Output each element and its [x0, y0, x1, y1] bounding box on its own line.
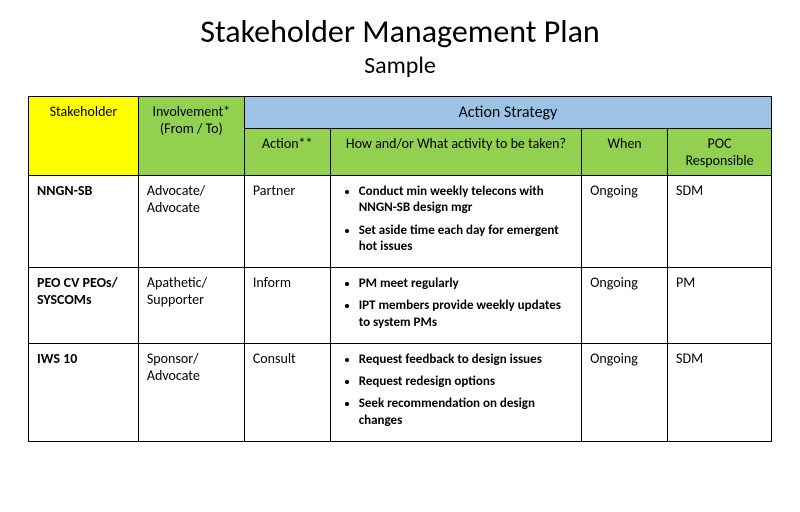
cell-when: Ongoing: [582, 176, 668, 268]
table-row: NNGN-SBAdvocate/ AdvocatePartner Conduct …: [29, 176, 772, 268]
cell-involvement: Apathetic/ Supporter: [138, 268, 244, 344]
table-row: PEO CV PEOs/ SYSCOMsApathetic/ Supporter…: [29, 268, 772, 344]
page-title: Stakeholder Management Plan: [28, 12, 772, 51]
activity-item: Request feedback to design issues: [359, 352, 573, 368]
cell-when: Ongoing: [582, 343, 668, 441]
cell-action: Inform: [244, 268, 330, 344]
activity-list: Request feedback to design issues Request…: [339, 352, 573, 429]
activity-item: Conduct min weekly telecons with NNGN-SB…: [359, 184, 573, 217]
activity-item: IPT members provide weekly updates to sy…: [359, 298, 573, 331]
cell-involvement: Advocate/ Advocate: [138, 176, 244, 268]
cell-poc: SDM: [668, 343, 772, 441]
header-how: How and/or What activity to be taken?: [330, 129, 581, 176]
cell-when: Ongoing: [582, 268, 668, 344]
header-stakeholder: Stakeholder: [29, 97, 139, 176]
table-row: IWS 10Sponsor/ AdvocateConsultRequest fe…: [29, 343, 772, 441]
table-body: NNGN-SBAdvocate/ AdvocatePartner Conduct …: [29, 176, 772, 442]
page-subtitle: Sample: [28, 51, 772, 80]
cell-how: Request feedback to design issues Request…: [330, 343, 581, 441]
header-action: Action**: [244, 129, 330, 176]
table-header-row-1: Stakeholder Involvement* (From / To) Act…: [29, 97, 772, 129]
activity-item: Set aside time each day for emergent hot…: [359, 223, 573, 256]
header-action-strategy: Action Strategy: [244, 97, 771, 129]
header-when: When: [582, 129, 668, 176]
activity-item: Request redesign options: [359, 374, 573, 390]
cell-stakeholder: NNGN-SB: [29, 176, 139, 268]
cell-how: Conduct min weekly telecons with NNGN-SB…: [330, 176, 581, 268]
cell-stakeholder: IWS 10: [29, 343, 139, 441]
activity-list: Conduct min weekly telecons with NNGN-SB…: [339, 184, 573, 255]
header-poc: POC Responsible: [668, 129, 772, 176]
stakeholder-table: Stakeholder Involvement* (From / To) Act…: [28, 96, 772, 442]
cell-action: Partner: [244, 176, 330, 268]
cell-poc: SDM: [668, 176, 772, 268]
activity-item: Seek recommendation on design changes: [359, 396, 573, 429]
cell-how: PM meet regularly IPT members provide wee…: [330, 268, 581, 344]
cell-stakeholder: PEO CV PEOs/ SYSCOMs: [29, 268, 139, 344]
cell-involvement: Sponsor/ Advocate: [138, 343, 244, 441]
header-involvement: Involvement* (From / To): [138, 97, 244, 176]
activity-item: PM meet regularly: [359, 276, 573, 292]
activity-list: PM meet regularly IPT members provide wee…: [339, 276, 573, 331]
cell-poc: PM: [668, 268, 772, 344]
cell-action: Consult: [244, 343, 330, 441]
